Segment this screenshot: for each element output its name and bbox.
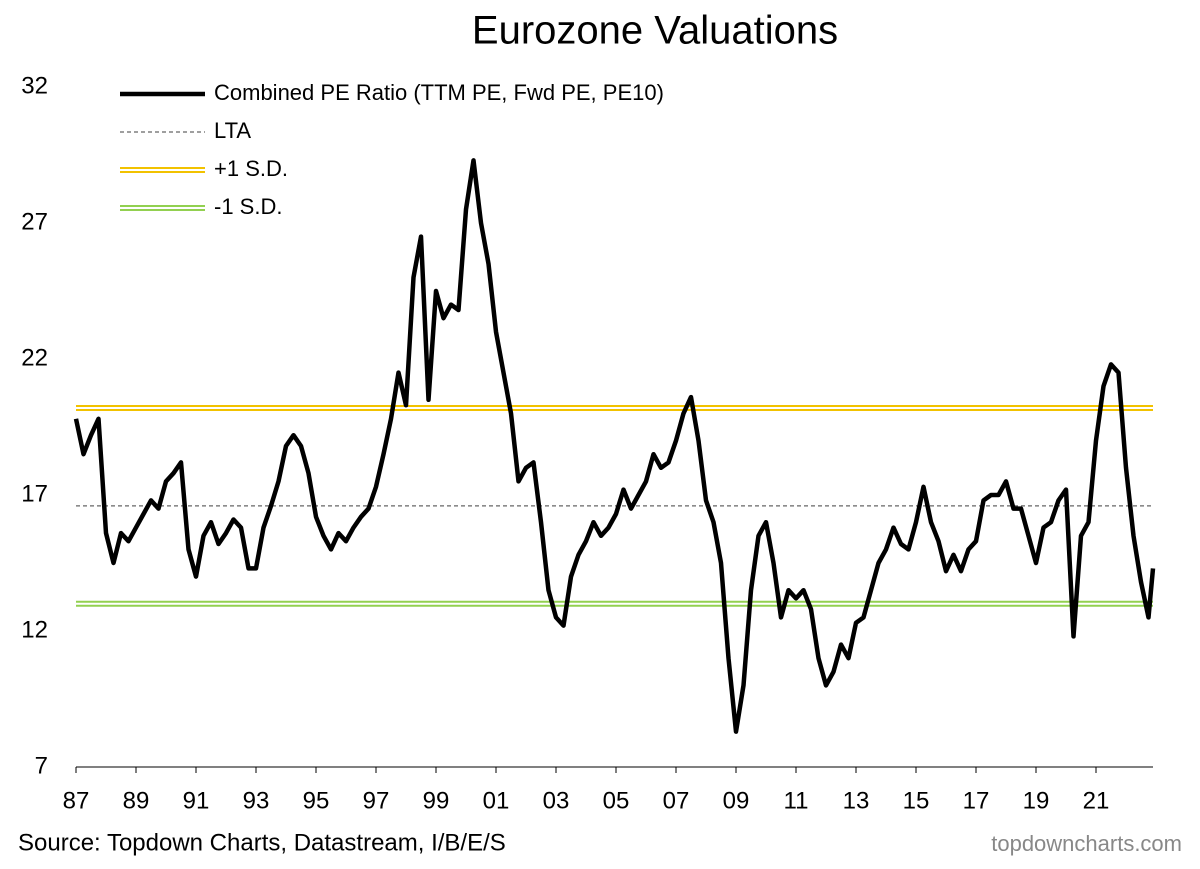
- y-tick-label: 22: [21, 344, 48, 371]
- x-tick-label: 05: [603, 787, 630, 814]
- x-tick-label: 91: [183, 787, 210, 814]
- x-tick-label: 97: [363, 787, 390, 814]
- legend-label: -1 S.D.: [214, 194, 282, 219]
- source-note: Source: Topdown Charts, Datastream, I/B/…: [18, 829, 506, 856]
- legend-label: +1 S.D.: [214, 156, 288, 181]
- x-tick-label: 03: [543, 787, 570, 814]
- x-tick-label: 87: [63, 787, 90, 814]
- y-tick-label: 12: [21, 616, 48, 643]
- x-tick-label: 01: [483, 787, 510, 814]
- y-tick-label: 17: [21, 480, 48, 507]
- x-tick-label: 19: [1023, 787, 1050, 814]
- x-tick-label: 09: [723, 787, 750, 814]
- legend-label: Combined PE Ratio (TTM PE, Fwd PE, PE10): [214, 80, 664, 105]
- x-tick-label: 89: [123, 787, 150, 814]
- x-tick-label: 13: [843, 787, 870, 814]
- y-tick-label: 32: [21, 72, 48, 99]
- x-tick-label: 15: [903, 787, 930, 814]
- x-tick-label: 11: [784, 787, 809, 814]
- x-tick-label: 07: [663, 787, 690, 814]
- x-tick-label: 21: [1083, 787, 1110, 814]
- x-tick-label: 99: [423, 787, 450, 814]
- y-tick-label: 7: [35, 752, 48, 779]
- x-tick-label: 17: [963, 787, 990, 814]
- legend-label: LTA: [214, 118, 251, 143]
- y-tick-label: 27: [21, 208, 48, 235]
- data-line: [73, 158, 1156, 734]
- watermark: topdowncharts.com: [991, 831, 1182, 856]
- x-tick-label: 95: [303, 787, 330, 814]
- chart-title: Eurozone Valuations: [472, 9, 838, 53]
- x-tick-label: 93: [243, 787, 270, 814]
